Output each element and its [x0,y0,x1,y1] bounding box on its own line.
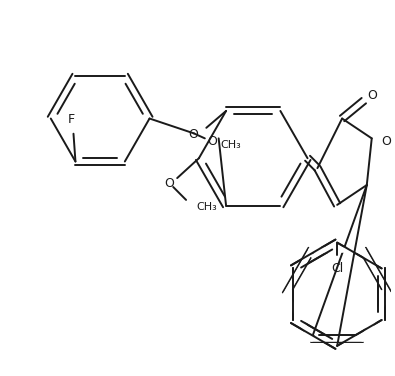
Text: O: O [164,177,174,190]
Text: O: O [382,135,391,148]
Text: CH₃: CH₃ [220,140,241,150]
Text: O: O [188,128,198,141]
Text: F: F [68,113,75,126]
Text: O: O [207,135,217,148]
Text: CH₃: CH₃ [196,202,217,212]
Text: O: O [367,89,377,102]
Text: Cl: Cl [331,262,343,276]
